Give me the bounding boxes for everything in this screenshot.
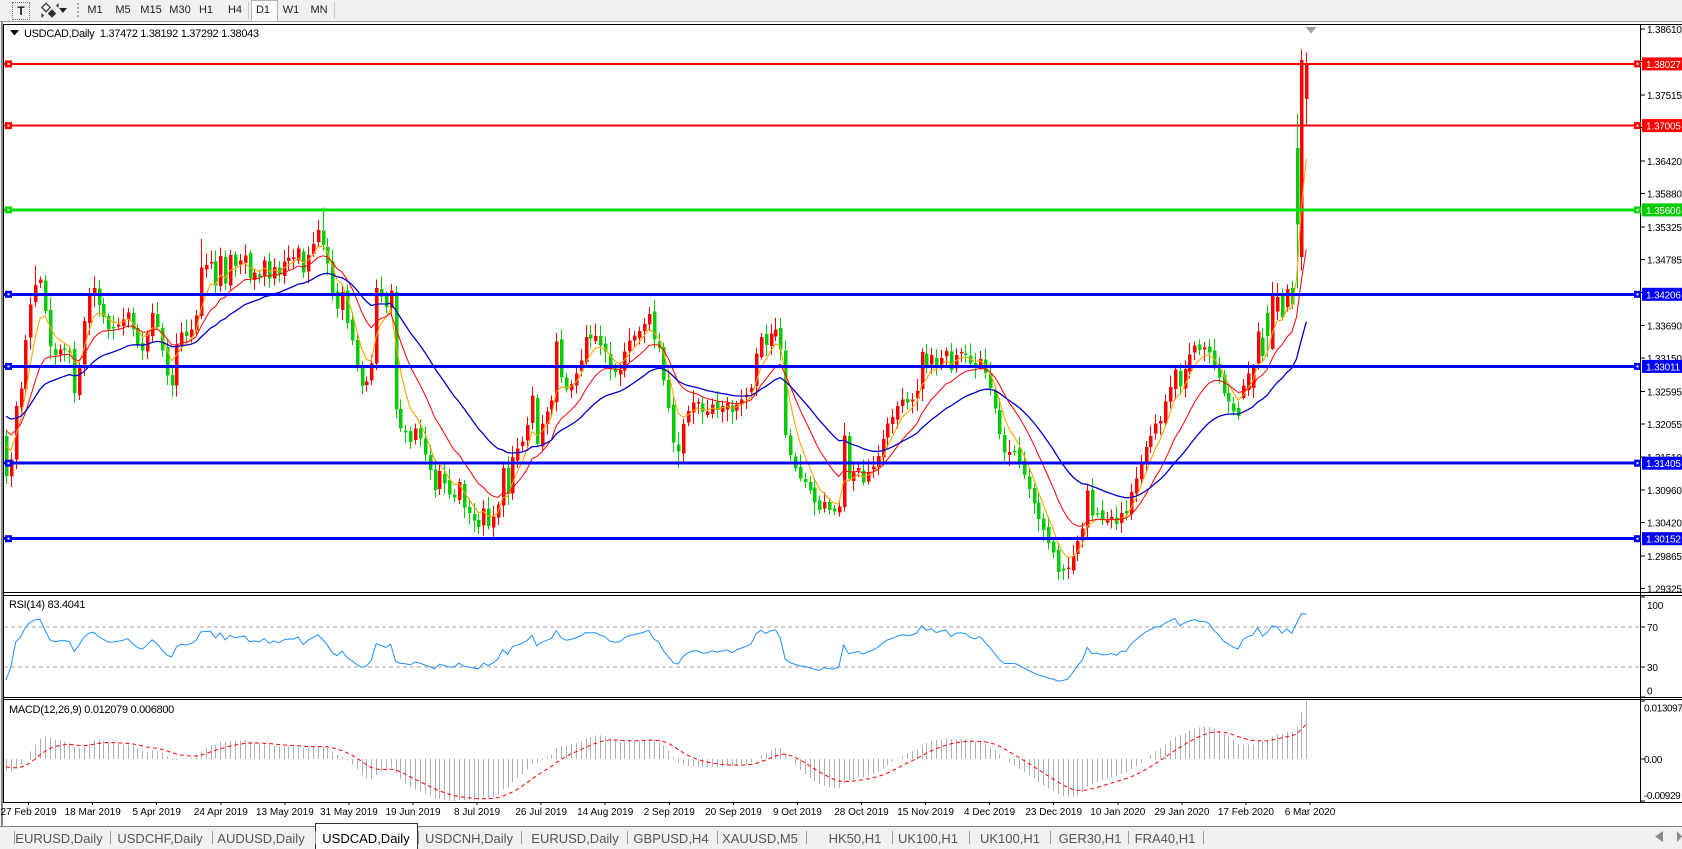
svg-text:-0.00929: -0.00929 — [1644, 791, 1681, 802]
svg-text:18 Mar 2019: 18 Mar 2019 — [65, 807, 122, 818]
svg-text:28 Oct 2019: 28 Oct 2019 — [834, 807, 889, 818]
svg-text:29 Jan 2020: 29 Jan 2020 — [1154, 807, 1209, 818]
svg-text:8 Jul 2019: 8 Jul 2019 — [454, 807, 501, 818]
svg-text:USDCAD,Daily 1.37472 1.38192: USDCAD,Daily 1.37472 1.38192 1.37292 1.3… — [24, 28, 259, 40]
svg-text:26 Jul 2019: 26 Jul 2019 — [515, 807, 567, 818]
svg-text:15 Nov 2019: 15 Nov 2019 — [897, 807, 954, 818]
svg-text:1.32595: 1.32595 — [1647, 387, 1682, 398]
svg-text:1.37515: 1.37515 — [1647, 91, 1682, 102]
svg-text:1.30960: 1.30960 — [1647, 486, 1682, 497]
svg-text:1.30152: 1.30152 — [1646, 535, 1681, 546]
svg-text:2 Sep 2019: 2 Sep 2019 — [644, 807, 696, 818]
svg-text:1.37005: 1.37005 — [1646, 122, 1681, 133]
svg-text:19 Jun 2019: 19 Jun 2019 — [385, 807, 440, 818]
svg-text:23 Dec 2019: 23 Dec 2019 — [1025, 807, 1082, 818]
svg-text:1.31405: 1.31405 — [1646, 459, 1681, 470]
svg-text:1.32055: 1.32055 — [1647, 420, 1682, 431]
svg-text:0.00: 0.00 — [1644, 755, 1663, 766]
svg-text:17 Feb 2020: 17 Feb 2020 — [1218, 807, 1275, 818]
svg-text:RSI(14) 83.4041: RSI(14) 83.4041 — [9, 599, 85, 611]
svg-text:10 Jan 2020: 10 Jan 2020 — [1090, 807, 1145, 818]
svg-text:1.33690: 1.33690 — [1647, 321, 1682, 332]
svg-text:5 Apr 2019: 5 Apr 2019 — [133, 807, 182, 818]
svg-text:1.38610: 1.38610 — [1647, 25, 1682, 36]
svg-text:1.38027: 1.38027 — [1646, 60, 1681, 71]
svg-text:6 Mar 2020: 6 Mar 2020 — [1285, 807, 1336, 818]
svg-text:27 Feb 2019: 27 Feb 2019 — [1, 807, 58, 818]
svg-text:0.013097: 0.013097 — [1644, 704, 1682, 715]
svg-text:1.36420: 1.36420 — [1647, 157, 1682, 168]
svg-text:13 May 2019: 13 May 2019 — [256, 807, 314, 818]
svg-text:30: 30 — [1647, 663, 1658, 674]
svg-text:20 Sep 2019: 20 Sep 2019 — [705, 807, 762, 818]
svg-text:1.34206: 1.34206 — [1646, 290, 1681, 301]
svg-text:1.29865: 1.29865 — [1647, 552, 1682, 563]
svg-text:1.35880: 1.35880 — [1647, 189, 1682, 200]
svg-text:100: 100 — [1647, 601, 1664, 612]
svg-text:9 Oct 2019: 9 Oct 2019 — [773, 807, 822, 818]
svg-text:1.35325: 1.35325 — [1647, 223, 1682, 234]
svg-text:1.35606: 1.35606 — [1646, 206, 1681, 217]
svg-text:14 Aug 2019: 14 Aug 2019 — [577, 807, 634, 818]
svg-text:70: 70 — [1647, 623, 1658, 634]
svg-text:1.30420: 1.30420 — [1647, 519, 1682, 530]
svg-text:MACD(12,26,9) 0.012079 0.00680: MACD(12,26,9) 0.012079 0.006800 — [9, 704, 174, 716]
svg-text:1.34785: 1.34785 — [1647, 255, 1682, 266]
svg-text:1.33011: 1.33011 — [1646, 362, 1681, 373]
svg-text:31 May 2019: 31 May 2019 — [320, 807, 378, 818]
svg-text:24 Apr 2019: 24 Apr 2019 — [194, 807, 248, 818]
svg-text:1.29325: 1.29325 — [1647, 585, 1682, 596]
svg-text:4 Dec 2019: 4 Dec 2019 — [964, 807, 1016, 818]
svg-text:0: 0 — [1647, 687, 1653, 698]
svg-text:1.33150: 1.33150 — [1647, 354, 1682, 365]
